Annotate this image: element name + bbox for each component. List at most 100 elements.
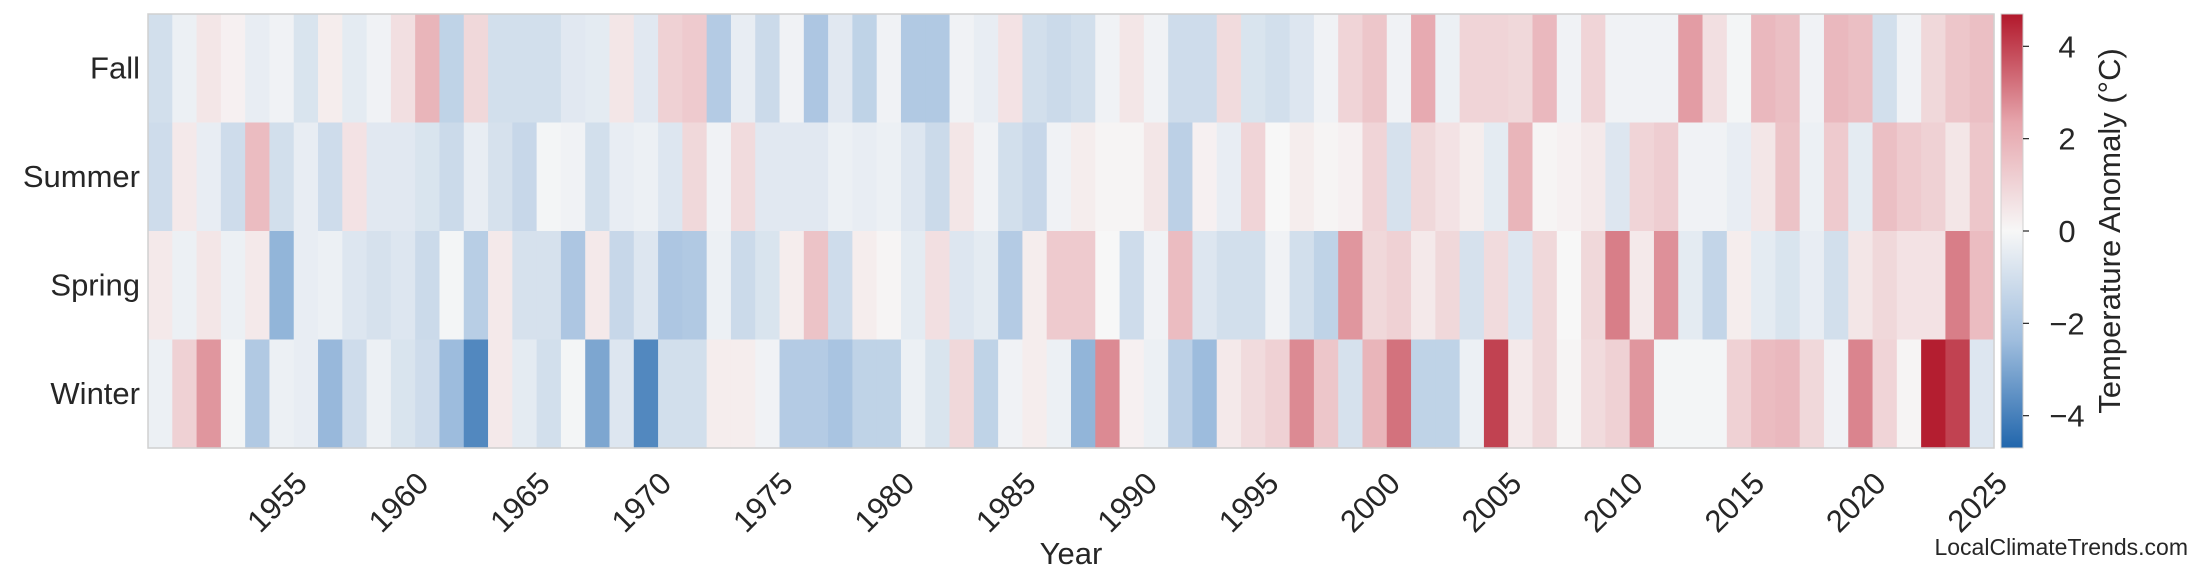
heatmap-cell-winter-1950: [148, 339, 173, 449]
heatmap-cell-spring-2021: [1872, 231, 1898, 341]
heatmap-cell-winter-2004: [1459, 339, 1485, 449]
heatmap-cell-spring-2006: [1508, 231, 1534, 341]
heatmap-cell-fall-2006: [1508, 14, 1534, 124]
heatmap-cell-winter-1951: [172, 339, 198, 449]
colorbar-ticks: 4 2 0 −2 −4: [2023, 29, 2085, 434]
heatmap-cell-winter-1997: [1289, 339, 1315, 449]
heatmap-cell-fall-1979: [852, 14, 878, 124]
heatmap-cell-spring-1957: [318, 231, 343, 341]
heatmap-cell-winter-2016: [1751, 339, 1776, 449]
heatmap-cell-winter-2022: [1896, 339, 1922, 449]
heatmap-cell-fall-1993: [1192, 14, 1218, 124]
heatmap-cell-winter-2012: [1653, 339, 1679, 449]
heatmap-cell-spring-1999: [1338, 231, 1364, 341]
heatmap-cell-spring-1992: [1168, 231, 1194, 341]
heatmap-cell-winter-2015: [1726, 339, 1752, 449]
heatmap-cell-winter-1979: [852, 339, 878, 449]
colorbar-tick-label: 0: [2058, 214, 2075, 249]
heatmap-cell-spring-2005: [1483, 231, 1509, 341]
heatmap-cell-spring-2020: [1848, 231, 1874, 341]
heatmap-cell-winter-2018: [1799, 339, 1825, 449]
heatmap-cell-winter-1978: [828, 339, 853, 449]
heatmap-cell-fall-1977: [803, 14, 829, 124]
heatmap-cell-spring-1988: [1071, 231, 1096, 341]
heatmap-cell-spring-2013: [1678, 231, 1704, 341]
heatmap-cell-fall-2008: [1556, 14, 1582, 124]
x-tick-label-2015: 2015: [1698, 466, 1772, 540]
heatmap-cell-winter-1985: [998, 339, 1024, 449]
heatmap-cell-spring-2017: [1775, 231, 1801, 341]
heatmap-cell-summer-1986: [1022, 122, 1048, 232]
heatmap-cell-fall-1997: [1289, 14, 1315, 124]
heatmap-cell-fall-1958: [342, 14, 368, 124]
heatmap-cell-winter-1994: [1216, 339, 1242, 449]
heatmap-cell-fall-2018: [1799, 14, 1825, 124]
heatmap-cell-fall-1967: [560, 14, 586, 124]
heatmap-cell-spring-1964: [488, 231, 513, 341]
heatmap-cell-summer-1966: [536, 122, 562, 232]
heatmap-cell-winter-1970: [633, 339, 659, 449]
heatmap-cell-winter-2000: [1362, 339, 1388, 449]
heatmap-cell-fall-1976: [779, 14, 805, 124]
heatmap-cell-fall-2014: [1702, 14, 1728, 124]
heatmap-cell-winter-1988: [1071, 339, 1096, 449]
x-tick-label-2000: 2000: [1333, 466, 1407, 540]
heatmap-cell-summer-1958: [342, 122, 368, 232]
heatmap-cell-winter-1954: [245, 339, 271, 449]
heatmap-cell-summer-1974: [730, 122, 756, 232]
heatmap-cell-spring-1956: [293, 231, 319, 341]
heatmap-cell-fall-2017: [1775, 14, 1801, 124]
heatmap-cell-spring-1974: [730, 231, 756, 341]
heatmap-cell-summer-1999: [1338, 122, 1364, 232]
heatmap-cell-fall-2019: [1823, 14, 1849, 124]
heatmap-cell-winter-1991: [1143, 339, 1169, 449]
heatmap-cell-winter-1989: [1095, 339, 1121, 449]
heatmap-cell-fall-2007: [1532, 14, 1558, 124]
heatmap-cell-winter-1958: [342, 339, 368, 449]
heatmap-cell-summer-2005: [1483, 122, 1509, 232]
watermark-text: LocalClimateTrends.com: [1934, 534, 2188, 560]
heatmap-cell-summer-2006: [1508, 122, 1534, 232]
heatmap-cell-summer-1991: [1143, 122, 1169, 232]
heatmap-cell-winter-1952: [196, 339, 222, 449]
heatmap-cell-spring-1987: [1046, 231, 1072, 341]
heatmap-cell-summer-1985: [998, 122, 1024, 232]
x-tick-label-2010: 2010: [1576, 466, 1650, 540]
heatmap-cell-summer-1997: [1289, 122, 1315, 232]
colorbar-tick-label: 4: [2058, 29, 2075, 64]
heatmap-cell-summer-2011: [1629, 122, 1655, 232]
heatmap-cell-summer-1992: [1168, 122, 1194, 232]
heatmap-cell-winter-1957: [318, 339, 343, 449]
heatmap-cell-summer-1980: [876, 122, 902, 232]
heatmap-cell-spring-1998: [1313, 231, 1339, 341]
heatmap-cell-winter-1974: [730, 339, 756, 449]
heatmap-cell-fall-1996: [1265, 14, 1291, 124]
heatmap-cell-fall-1970: [633, 14, 659, 124]
heatmap-cell-summer-2016: [1751, 122, 1776, 232]
heatmap-cells: [148, 14, 1995, 449]
heatmap-cell-fall-2023: [1921, 14, 1947, 124]
heatmap-cell-spring-1994: [1216, 231, 1242, 341]
heatmap-cell-spring-1966: [536, 231, 562, 341]
heatmap-cell-summer-1957: [318, 122, 343, 232]
heatmap-cell-winter-2001: [1386, 339, 1412, 449]
heatmap-cell-spring-1979: [852, 231, 878, 341]
heatmap-cell-spring-1978: [828, 231, 853, 341]
heatmap-cell-spring-1975: [755, 231, 781, 341]
x-tick-label-1965: 1965: [483, 466, 557, 540]
heatmap-cell-summer-1959: [366, 122, 392, 232]
colorbar-tick-label: −2: [2049, 306, 2084, 341]
heatmap-cell-summer-1989: [1095, 122, 1121, 232]
heatmap-cell-fall-2002: [1411, 14, 1436, 124]
heatmap-cell-fall-1981: [900, 14, 926, 124]
heatmap-cell-spring-2022: [1896, 231, 1922, 341]
heatmap-cell-fall-1951: [172, 14, 198, 124]
heatmap-cell-fall-2005: [1483, 14, 1509, 124]
heatmap-cell-spring-2010: [1605, 231, 1631, 341]
x-tick-label-2005: 2005: [1455, 466, 1529, 540]
heatmap-cell-fall-1987: [1046, 14, 1072, 124]
heatmap-cell-winter-1990: [1119, 339, 1145, 449]
heatmap-cell-summer-1977: [803, 122, 829, 232]
heatmap-cell-spring-1983: [949, 231, 975, 341]
x-tick-label-1995: 1995: [1212, 466, 1286, 540]
